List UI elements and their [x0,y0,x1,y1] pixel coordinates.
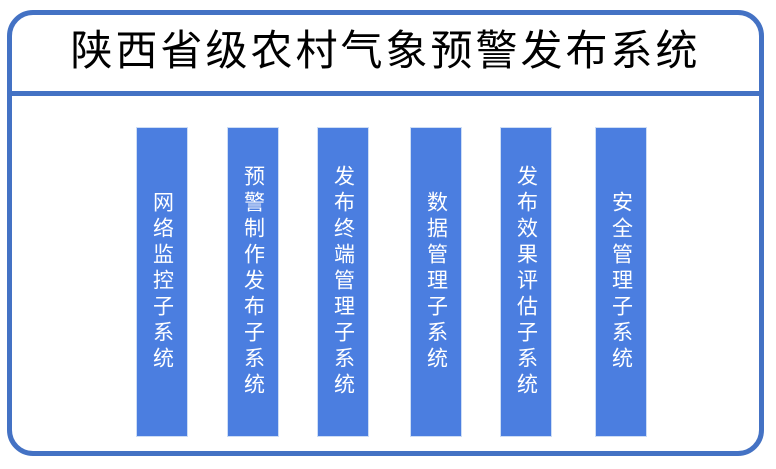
subsystem-block-security-management: 安全管理子系统 [595,127,647,437]
subsystem-block-release-effect-evaluation: 发布效果评估子系统 [500,127,552,437]
title-divider [7,91,764,96]
subsystem-block-warning-production-release: 预警制作发布子系统 [227,127,279,437]
system-frame [7,10,764,456]
subsystem-label: 发布终端管理子系统 [331,165,356,399]
subsystem-label: 预警制作发布子系统 [241,165,266,399]
subsystem-block-data-management: 数据管理子系统 [410,127,462,437]
subsystem-block-network-monitoring: 网络监控子系统 [136,127,188,437]
subsystem-label: 安全管理子系统 [609,191,634,373]
subsystem-block-release-terminal-management: 发布终端管理子系统 [317,127,369,437]
system-title-bar: 陕西省级农村气象预警发布系统 [7,10,764,91]
subsystem-label: 数据管理子系统 [424,191,449,373]
system-title: 陕西省级农村气象预警发布系统 [70,28,701,75]
subsystem-label: 发布效果评估子系统 [514,165,539,399]
subsystem-label: 网络监控子系统 [150,191,175,373]
